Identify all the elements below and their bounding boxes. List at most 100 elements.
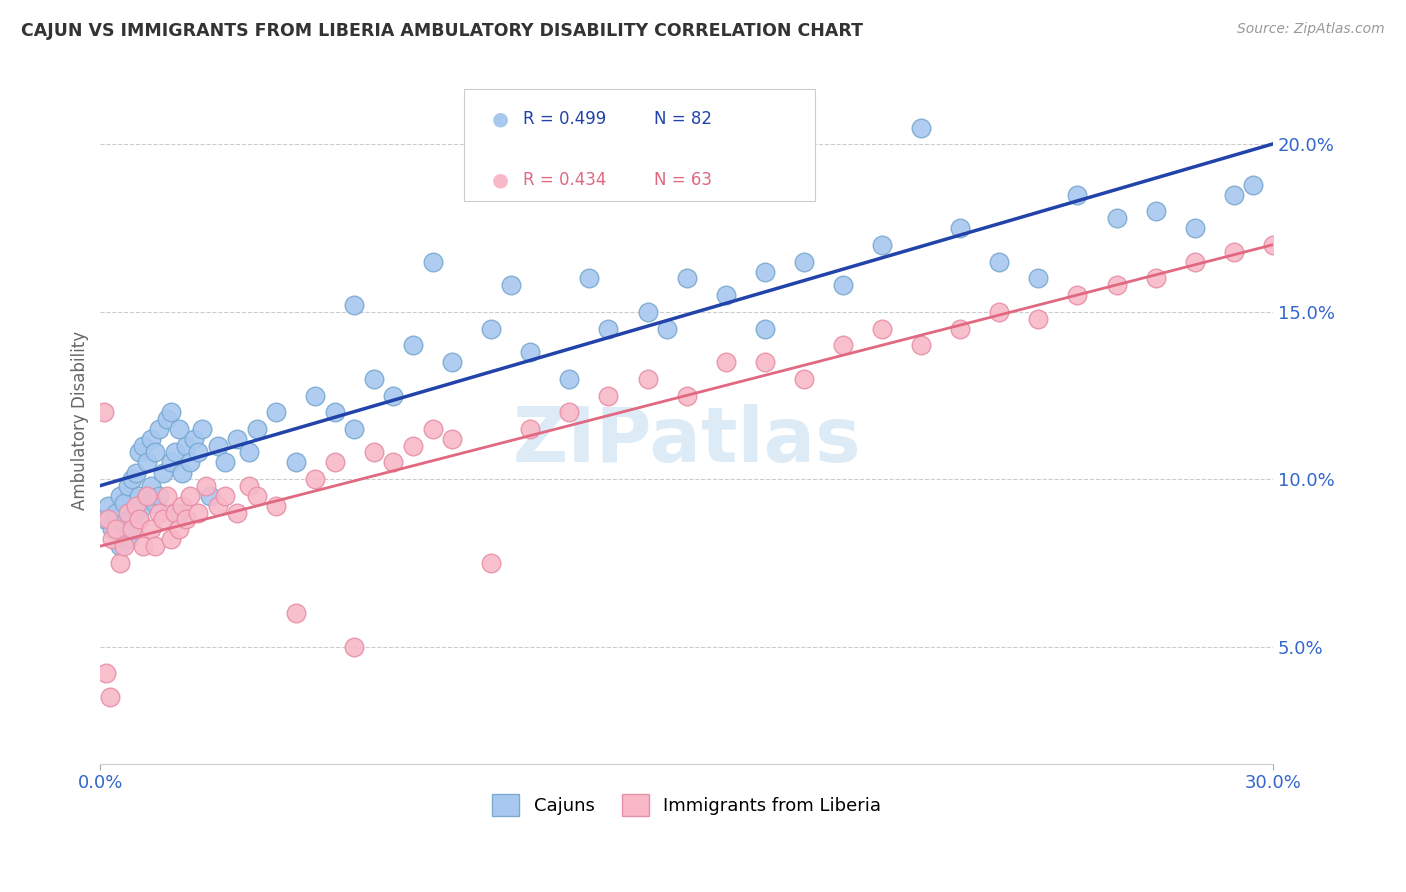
Point [226,506,249,520]
Point [238,479,260,493]
Point [136,455,159,469]
Text: ●: ● [492,109,509,128]
Point [198,489,221,503]
Point [1105,278,1128,293]
Point [121,523,143,537]
Point [1066,288,1088,302]
Point [402,338,425,352]
Point [187,506,209,520]
Point [714,355,737,369]
Point [519,422,541,436]
Point [163,506,186,520]
Point [754,355,776,369]
Point [284,606,307,620]
Point [167,523,190,537]
Point [112,516,135,530]
Text: R = 0.434: R = 0.434 [523,171,606,189]
Point [121,523,143,537]
Point [910,338,932,352]
Point [132,499,155,513]
Point [363,445,385,459]
Point [988,305,1011,319]
Point [124,466,146,480]
Point [637,372,659,386]
Point [132,539,155,553]
Point [655,321,678,335]
Point [264,405,287,419]
Point [112,496,135,510]
Point [187,445,209,459]
Point [870,237,893,252]
Point [207,499,229,513]
Point [988,254,1011,268]
Point [1184,221,1206,235]
Legend: Cajuns, Immigrants from Liberia: Cajuns, Immigrants from Liberia [485,787,889,823]
Point [136,489,159,503]
Point [101,523,124,537]
Point [176,439,198,453]
Point [156,412,179,426]
Point [598,321,620,335]
Point [558,372,581,386]
Point [1144,271,1167,285]
Point [226,432,249,446]
Point [1223,187,1246,202]
Point [121,472,143,486]
Point [441,432,464,446]
Point [136,489,159,503]
Point [675,388,697,402]
Point [143,496,166,510]
Point [97,512,120,526]
Point [714,288,737,302]
Point [128,512,150,526]
Point [363,372,385,386]
Point [214,455,236,469]
Point [832,338,855,352]
Point [117,479,139,493]
Point [117,506,139,520]
Point [793,254,815,268]
Point [148,422,170,436]
Point [148,506,170,520]
Text: ZIPatlas: ZIPatlas [512,404,860,478]
Point [152,512,174,526]
Point [117,533,139,547]
Point [343,640,366,654]
Point [97,499,120,513]
Point [1144,204,1167,219]
Point [264,499,287,513]
Point [112,539,135,553]
Point [108,556,131,570]
Point [382,388,405,402]
Point [246,422,269,436]
Point [479,556,502,570]
Point [1241,178,1264,192]
Point [598,388,620,402]
Point [159,405,181,419]
Point [194,479,217,493]
Text: N = 82: N = 82 [654,110,711,128]
Point [382,455,405,469]
Point [343,422,366,436]
Point [172,499,194,513]
Point [637,305,659,319]
Text: R = 0.499: R = 0.499 [523,110,606,128]
Point [141,523,163,537]
Point [124,506,146,520]
Point [558,405,581,419]
Point [179,489,201,503]
Point [141,432,163,446]
Point [1066,187,1088,202]
Point [163,445,186,459]
Point [238,445,260,459]
Point [159,533,181,547]
Point [870,321,893,335]
Point [1184,254,1206,268]
Point [108,539,131,553]
Point [793,372,815,386]
Point [101,533,124,547]
Point [159,455,181,469]
Point [304,472,326,486]
Point [104,506,127,520]
Point [152,466,174,480]
